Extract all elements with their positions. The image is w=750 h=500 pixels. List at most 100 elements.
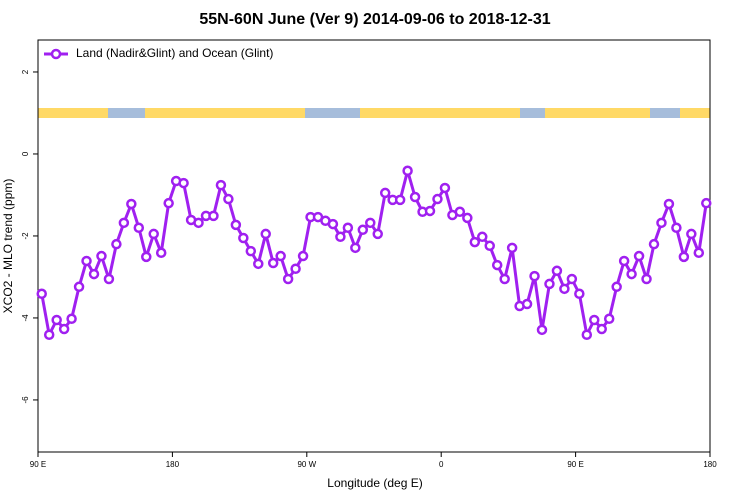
- data-point: [641, 273, 652, 285]
- data-point: [372, 228, 383, 240]
- land: [38, 108, 108, 118]
- data-point: [589, 314, 600, 326]
- data-point: [499, 273, 510, 285]
- x-axis-label: Longitude (deg E): [327, 476, 422, 490]
- data-point: [402, 165, 413, 177]
- legend-marker: [50, 48, 62, 60]
- data-point: [267, 257, 279, 269]
- x-tick-label: 0: [439, 460, 444, 469]
- data-point: [350, 242, 361, 254]
- data-point: [73, 281, 85, 293]
- data-point: [566, 273, 578, 285]
- data-point: [656, 217, 667, 229]
- data-point: [141, 251, 152, 263]
- y-tick-label: 0: [21, 151, 30, 156]
- data-point: [454, 206, 466, 218]
- data-point: [424, 205, 436, 217]
- data-point: [238, 232, 249, 244]
- data-point: [253, 258, 264, 270]
- data-point: [596, 323, 607, 335]
- data-point: [477, 231, 488, 243]
- y-tick-label: -2: [21, 232, 30, 240]
- data-point: [394, 194, 406, 206]
- data-point: [536, 324, 548, 336]
- y-axis-label: XCO2 - MLO trend (ppm): [1, 179, 15, 314]
- data-point: [462, 212, 473, 224]
- data-point: [215, 179, 227, 191]
- data-point: [193, 217, 204, 229]
- land: [360, 108, 520, 118]
- data-point: [58, 323, 70, 335]
- data-point: [275, 250, 286, 262]
- data-point: [693, 247, 705, 259]
- x-tick-label: 90 E: [30, 460, 46, 469]
- data-point: [103, 273, 115, 285]
- data-point: [335, 231, 346, 243]
- data-point: [118, 217, 130, 229]
- data-point: [663, 198, 675, 210]
- data-point: [327, 218, 339, 230]
- data-point: [260, 228, 271, 240]
- data-point: [133, 222, 145, 234]
- data-point: [701, 197, 712, 209]
- land: [680, 108, 710, 118]
- legend-label: Land (Nadir&Glint) and Ocean (Glint): [76, 46, 273, 60]
- data-point: [439, 182, 451, 194]
- data-point: [155, 247, 167, 259]
- data-point: [178, 177, 189, 189]
- data-point: [678, 251, 690, 263]
- data-point: [633, 250, 645, 262]
- data-point: [88, 268, 100, 280]
- data-point: [671, 222, 682, 234]
- x-tick-label: 90 E: [567, 460, 583, 469]
- data-point: [618, 255, 630, 267]
- plot-frame: [37, 39, 711, 453]
- data-point: [686, 228, 697, 240]
- data-point: [484, 240, 495, 252]
- data-point: [297, 250, 309, 262]
- data-point: [290, 263, 301, 275]
- land: [545, 108, 650, 118]
- x-tick-label: 90 W: [297, 460, 316, 469]
- data-point: [245, 245, 257, 257]
- data-point: [357, 224, 369, 236]
- y-tick-label: 2: [21, 69, 30, 74]
- data-point: [544, 278, 555, 290]
- data-point: [559, 283, 570, 295]
- data-point: [469, 236, 481, 248]
- data-point: [230, 219, 242, 231]
- data-point: [626, 268, 637, 280]
- data-point: [529, 270, 540, 282]
- data-point: [282, 273, 294, 285]
- data-point: [379, 187, 391, 199]
- chart-title: 55N-60N June (Ver 9) 2014-09-06 to 2018-…: [199, 11, 550, 28]
- x-tick-label: 180: [703, 460, 717, 469]
- data-point: [581, 329, 593, 341]
- data-point: [506, 242, 518, 254]
- data-point: [551, 265, 563, 277]
- data-point: [603, 313, 615, 325]
- data-point: [208, 210, 219, 222]
- data-point: [611, 281, 622, 293]
- data-point: [432, 193, 443, 205]
- land-ocean-band: [38, 108, 710, 118]
- data-point: [409, 191, 421, 203]
- data-point: [148, 228, 159, 240]
- x-tick-label: 180: [166, 460, 180, 469]
- data-point: [223, 193, 234, 205]
- data-point: [43, 329, 55, 341]
- data-point: [163, 197, 174, 209]
- data-point: [491, 259, 503, 271]
- data-point: [51, 314, 62, 326]
- data-line: [40, 169, 708, 337]
- y-tick-label: -6: [21, 396, 30, 404]
- y-tick-label: -4: [21, 314, 30, 322]
- data-point: [36, 288, 47, 300]
- data-point: [111, 238, 122, 250]
- data-point: [574, 288, 585, 300]
- data-point: [66, 313, 77, 325]
- data-point: [342, 222, 354, 234]
- data-point: [96, 250, 107, 262]
